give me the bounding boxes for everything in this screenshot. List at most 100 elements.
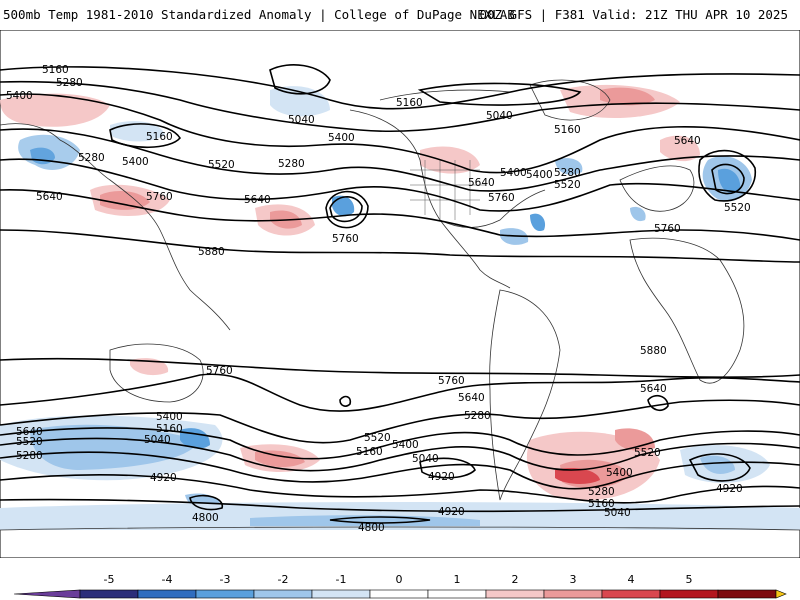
cold-anomaly-area: [30, 424, 200, 470]
contour-line: [0, 427, 800, 460]
warm-anomaly-area: [600, 87, 655, 106]
colorbar-swatch: [253, 589, 313, 599]
contour-line: [417, 82, 582, 106]
contour-label: 5640: [16, 426, 43, 438]
colorbar-tick-label: -2: [278, 573, 289, 586]
colorbar-tick-label: 1: [454, 573, 461, 586]
contour-line: [711, 163, 745, 195]
contour-label: 5640: [458, 392, 485, 404]
contour-line: [0, 93, 800, 174]
contour-label: 5520: [634, 447, 661, 459]
map-canvas: 5160 5280 5400 5160 5040 5160 5040 5160 …: [0, 30, 800, 558]
colorbar-swatch: [485, 589, 545, 599]
contour-label: 5400: [6, 90, 33, 102]
contour-label: 4800: [192, 512, 219, 524]
contour-label: 5160: [554, 124, 581, 136]
colorbar-swatch: [717, 589, 777, 599]
colorbar-swatch: [137, 589, 197, 599]
us-state-borders: [410, 160, 485, 220]
cold-anomaly-area: [332, 195, 355, 217]
colorbar-canvas: -5 -4 -3 -2 -1 0 1 2 3 4 5: [13, 573, 787, 599]
contour-label: 5760: [654, 223, 681, 235]
contour-line: [0, 229, 800, 263]
contour-label: 5400: [328, 132, 355, 144]
contour-label: 5640: [468, 177, 495, 189]
colorbar-swatch: [195, 589, 255, 599]
contour-label: 5040: [486, 110, 513, 122]
contour-line: [189, 494, 223, 511]
warm-anomaly-area: [255, 450, 305, 468]
contour-label: 5640: [244, 194, 271, 206]
colorbar-tick-label: -3: [220, 573, 231, 586]
colorbar-swatch: [543, 589, 603, 599]
colorbar-tick-label: 2: [512, 573, 519, 586]
contour-label: 5160: [146, 131, 173, 143]
contour-label: 5520: [364, 432, 391, 444]
contour-label: 5040: [604, 507, 631, 519]
contour-label: 5520: [208, 159, 235, 171]
coastline-africa: [629, 237, 745, 384]
contour-line: [325, 190, 369, 229]
contour-label: 5400: [606, 467, 633, 479]
colorbar-swatches: [13, 589, 787, 599]
colorbar-high-arrow: [775, 589, 787, 599]
cold-anomaly-area: [630, 206, 646, 222]
contour-label: 5760: [206, 365, 233, 377]
coastline-antarctica: [0, 526, 800, 531]
contour-label: 5400: [526, 169, 553, 181]
colorbar-swatch: [427, 589, 487, 599]
contour-label: 4920: [150, 472, 177, 484]
contour-label: 5640: [640, 383, 667, 395]
contour-line: [0, 80, 800, 133]
contour-line: [269, 64, 331, 95]
contour-label: 4800: [358, 522, 385, 534]
contour-line: [109, 123, 181, 149]
contour-label: 5760: [332, 233, 359, 245]
contour-line: [0, 189, 800, 241]
contour-label-layer: 5160 5280 5400 5160 5040 5160 5040 5160 …: [6, 64, 751, 534]
contour-label: 5880: [640, 345, 667, 357]
contour-label: 5520: [724, 202, 751, 214]
colorbar: -5 -4 -3 -2 -1 0 1 2 3 4 5: [0, 558, 800, 600]
contour-line: [647, 394, 669, 412]
colorbar-swatch: [659, 589, 719, 599]
cold-anomaly-area: [110, 121, 165, 142]
contour-label: 5280: [278, 158, 305, 170]
colorbar-swatch: [601, 589, 661, 599]
coastline-greenland: [529, 79, 611, 121]
contour-line: [698, 149, 756, 202]
contour-line: [688, 453, 751, 482]
contour-label: 5160: [356, 446, 383, 458]
cold-anomaly-area: [530, 213, 546, 232]
coastline-europe: [619, 165, 695, 212]
coastline-eurasia-east: [0, 123, 231, 331]
cold-anomaly-area: [718, 168, 741, 194]
contour-label: 5640: [674, 135, 701, 147]
warm-anomaly-area: [420, 146, 480, 174]
contour-label: 5760: [488, 192, 515, 204]
coastline-north-america-arctic: [379, 89, 511, 101]
run-info: 00Z GFS | F381 Valid: 21Z THU APR 10 202…: [479, 7, 788, 22]
contour-line: [0, 158, 800, 212]
contour-line: [0, 128, 800, 192]
cold-anomaly-area: [270, 86, 330, 117]
colorbar-tick-label: -4: [162, 573, 173, 586]
contour-label: 5400: [122, 156, 149, 168]
coastline-central-america: [439, 219, 511, 289]
colorbar-tick-labels: -5 -4 -3 -2 -1 0 1 2 3 4 5: [104, 573, 693, 586]
anomaly-map: 5160 5280 5400 5160 5040 5160 5040 5160 …: [0, 30, 800, 558]
cold-anomaly-areas: [0, 86, 800, 530]
warm-anomaly-area: [100, 190, 150, 210]
contour-label: 5040: [144, 434, 171, 446]
contour-line: [0, 373, 800, 412]
warm-anomaly-area: [660, 135, 700, 162]
contour-line: [0, 451, 800, 490]
contour-label: 5280: [554, 167, 581, 179]
contour-label: 5400: [392, 439, 419, 451]
contour-label: 5520: [16, 436, 43, 448]
colorbar-swatch: [369, 589, 429, 599]
colorbar-tick-label: 0: [396, 573, 403, 586]
contour-label: 5040: [288, 114, 315, 126]
contour-label: 5280: [588, 486, 615, 498]
contour-line: [0, 437, 800, 472]
